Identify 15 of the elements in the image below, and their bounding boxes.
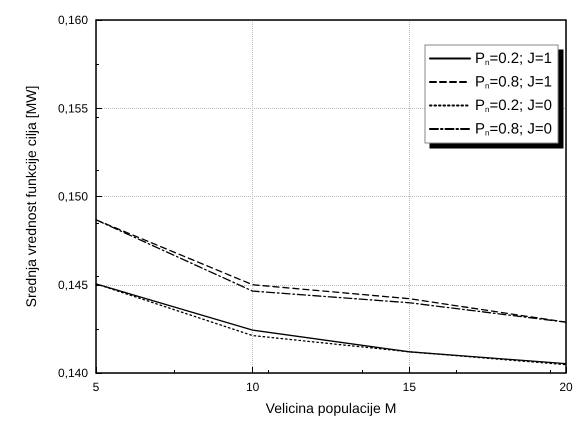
y-tick-label: 0,155 bbox=[58, 101, 88, 116]
legend-label: Pn=0.2; J=0 bbox=[474, 97, 552, 114]
x-tick-label: 10 bbox=[246, 380, 260, 394]
legend-label: Pn=0.2; J=1 bbox=[474, 50, 552, 67]
y-tick-label: 0,160 bbox=[58, 13, 88, 27]
x-tick-label: 5 bbox=[92, 380, 100, 394]
y-axis-title: Srednja vrednost funkcije cilja [MW] bbox=[23, 86, 39, 308]
legend-label: Pn=0.8; J=0 bbox=[474, 120, 552, 138]
x-tick-label: 15 bbox=[402, 380, 416, 394]
y-tick-label: 0,140 bbox=[58, 366, 88, 380]
x-axis-title: Velicina populacije M bbox=[266, 400, 396, 416]
y-tick-label: 0,145 bbox=[58, 278, 88, 292]
y-tick-label: 0,150 bbox=[58, 190, 88, 204]
x-tick-label: 20 bbox=[559, 380, 573, 394]
legend-label: Pn=0.8; J=1 bbox=[474, 74, 552, 90]
